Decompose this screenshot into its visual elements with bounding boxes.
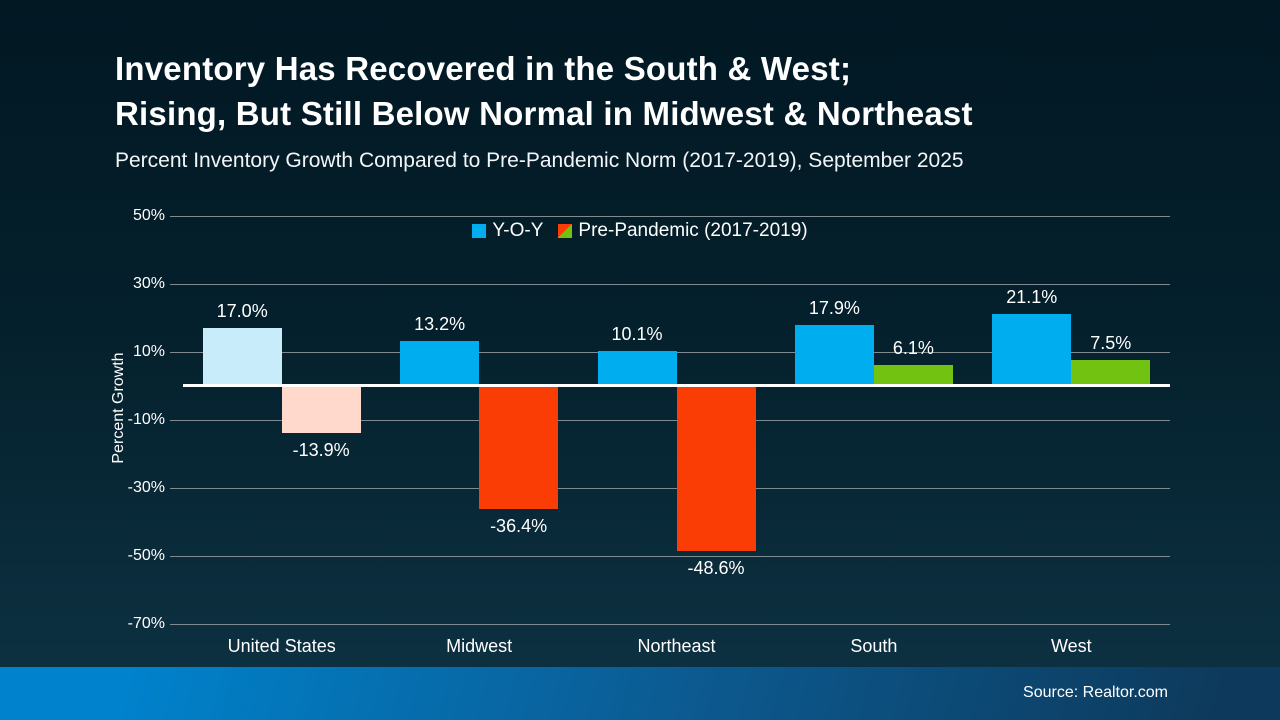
category-label-south: South: [850, 636, 898, 656]
bar-yoy-northeast: [597, 351, 677, 386]
gridline-50%: [183, 215, 1170, 217]
bar-value-yoy-united-states: 17.0%: [216, 300, 268, 321]
footer-bar: Source: Realtor.com: [0, 667, 1280, 720]
bar-value-yoy-west: 21.1%: [1006, 286, 1058, 307]
y-tick-label-50%: 50%: [132, 206, 165, 224]
bar-value-pre-pandemic-west: 7.5%: [1090, 333, 1132, 353]
bar-pre-pandemic-south: [873, 364, 953, 386]
gridline--50%: [183, 555, 1170, 557]
category-label-united-states: United States: [227, 636, 336, 656]
legend-item-pre-pandemic: Pre-Pandemic (2017-2019): [558, 220, 808, 242]
bar-pre-pandemic-united-states: [281, 385, 361, 433]
y-tick-label-10%: 10%: [132, 342, 165, 360]
y-tick-label-30%: 30%: [132, 274, 165, 292]
y-tick--10%: [170, 419, 183, 421]
y-tick--70%: [170, 623, 183, 625]
bar-value-pre-pandemic-northeast: -48.6%: [687, 557, 745, 578]
category-label-midwest: Midwest: [446, 636, 513, 656]
legend-swatch-pre-pandemic-icon: [558, 224, 573, 238]
legend-label-yoy: Y-O-Y: [492, 220, 544, 241]
chart-legend: Y-O-Y Pre-Pandemic (2017-2019): [0, 220, 1280, 242]
y-tick-label--70%: -70%: [127, 614, 165, 632]
bar-yoy-west: [992, 313, 1072, 386]
y-tick-30%: [170, 283, 183, 285]
y-tick-label--50%: -50%: [127, 546, 165, 564]
bar-value-pre-pandemic-midwest: -36.4%: [490, 516, 548, 537]
bar-pre-pandemic-midwest: [479, 385, 559, 510]
category-label-west: West: [1050, 636, 1092, 656]
bar-value-yoy-south: 17.9%: [808, 297, 860, 318]
y-tick-10%: [170, 351, 183, 353]
chart-title-line1: Inventory Has Recovered in the South & W…: [115, 50, 852, 87]
bar-value-pre-pandemic-south: 6.1%: [892, 337, 934, 358]
bar-value-yoy-northeast: 10.1%: [611, 324, 663, 345]
y-tick-label--10%: -10%: [127, 410, 165, 428]
legend-label-pre-pandemic: Pre-Pandemic (2017-2019): [578, 220, 808, 241]
bar-pre-pandemic-northeast: [676, 385, 756, 551]
gridline--70%: [183, 623, 1170, 625]
gridline-30%: [183, 283, 1170, 285]
y-tick-label--30%: -30%: [127, 478, 165, 496]
y-tick-50%: [170, 215, 183, 217]
bar-value-yoy-midwest: 13.2%: [414, 313, 466, 334]
bar-value-pre-pandemic-united-states: -13.9%: [292, 439, 350, 460]
y-tick--50%: [170, 555, 183, 557]
zero-axis-line: [183, 384, 1170, 387]
bar-yoy-united-states: [202, 327, 282, 386]
y-tick--30%: [170, 487, 183, 489]
chart-title-line2: Rising, But Still Below Normal in Midwes…: [115, 95, 973, 132]
category-label-northeast: Northeast: [637, 636, 716, 656]
legend-item-yoy: Y-O-Y: [472, 220, 543, 242]
source-text: Source: Realtor.com: [1023, 684, 1168, 701]
gridline-10%: [183, 351, 1170, 353]
bar-yoy-south: [794, 324, 874, 386]
bar-pre-pandemic-west: [1071, 360, 1151, 386]
legend-swatch-yoy-icon: [472, 224, 487, 238]
chart-title: Inventory Has Recovered in the South & W…: [115, 46, 1215, 136]
bar-yoy-midwest: [400, 340, 480, 386]
chart-subtitle: Percent Inventory Growth Compared to Pre…: [115, 149, 964, 172]
